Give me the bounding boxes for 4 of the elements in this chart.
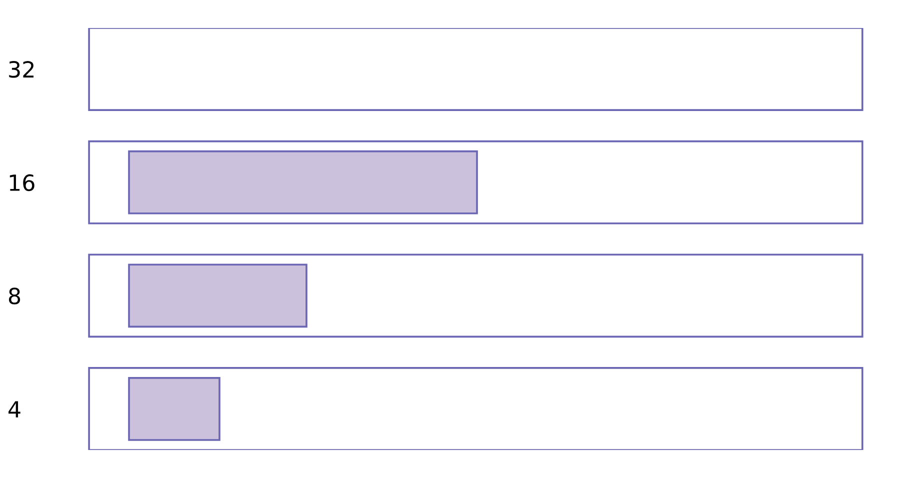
y-tick-label: 32 — [9, 60, 34, 78]
y-tick-label: 4 — [8, 401, 20, 418]
y-tick-label: 16 — [10, 174, 34, 192]
y-tick-label: 8 — [8, 288, 20, 304]
